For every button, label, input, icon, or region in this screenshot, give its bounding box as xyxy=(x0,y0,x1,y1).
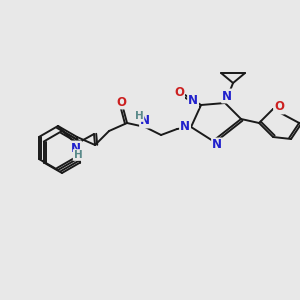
Text: N: N xyxy=(222,89,232,103)
Text: N: N xyxy=(140,115,150,128)
Text: N: N xyxy=(71,142,81,154)
Text: N: N xyxy=(212,139,222,152)
Text: O: O xyxy=(174,86,184,100)
Text: H: H xyxy=(135,111,143,121)
Text: N: N xyxy=(188,94,198,107)
Text: H: H xyxy=(74,150,82,160)
Text: N: N xyxy=(180,121,190,134)
Text: O: O xyxy=(274,100,284,113)
Text: O: O xyxy=(116,95,126,109)
